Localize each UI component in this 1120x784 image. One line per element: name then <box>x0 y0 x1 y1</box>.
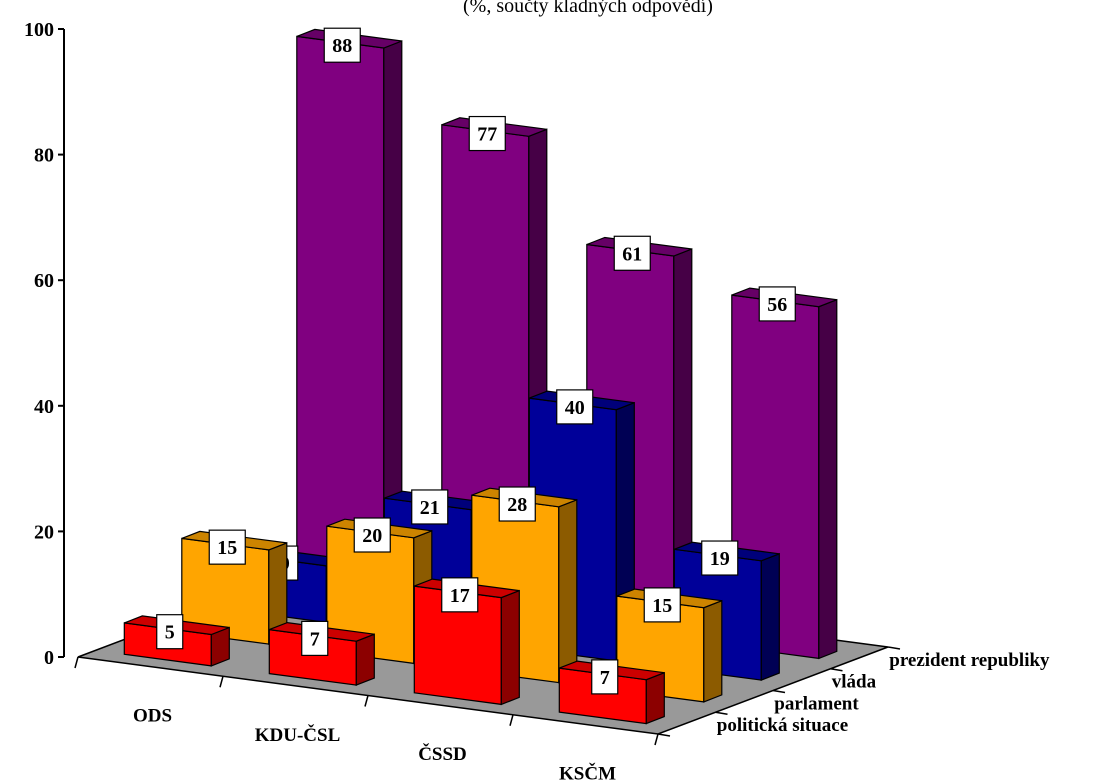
category-label: ODS <box>133 706 172 727</box>
category-label: ČSSD <box>418 743 467 765</box>
category-label: KSČM <box>559 762 616 784</box>
data-label-box <box>411 489 449 525</box>
category-label: KDU-ČSL <box>255 724 341 746</box>
data-label: 7 <box>310 628 320 650</box>
data-label: 28 <box>507 494 527 516</box>
bar-side-face <box>355 633 375 686</box>
x-tick-0 <box>74 656 79 669</box>
bar-parlament-ODS: 15 <box>181 529 288 645</box>
y-tick-label-60: 60 <box>34 270 54 292</box>
data-label-box <box>498 486 536 522</box>
data-label-box <box>591 659 619 695</box>
bar-prezident-republiky-ODS: 88 <box>296 27 403 602</box>
x-tick-3 <box>509 714 514 726</box>
data-label-box <box>701 540 739 576</box>
bar-side-face <box>818 298 838 660</box>
series-label: prezident republiky <box>889 650 1050 671</box>
bar-parlament-KSČM: 15 <box>616 587 723 703</box>
data-label-box <box>643 587 681 623</box>
data-label: 7 <box>600 667 610 689</box>
data-label: 17 <box>450 585 470 607</box>
chart-subtitle: (%, součty kladných odpovědí) <box>463 0 713 17</box>
y-tick-label-20: 20 <box>34 521 54 543</box>
data-label-box <box>468 115 506 152</box>
bar-politická-situace-ODS: 5 <box>123 614 230 667</box>
series-label: politická situace <box>717 715 848 736</box>
bars: 5661778819402191528201571775 <box>123 27 838 725</box>
x-tick-2 <box>364 695 369 707</box>
z-tick-0 <box>657 733 671 737</box>
data-label: 77 <box>477 124 497 146</box>
series-label: vláda <box>832 672 877 693</box>
y-tick-label-40: 40 <box>34 396 54 418</box>
data-label: 21 <box>420 497 440 519</box>
data-label-box <box>556 389 594 425</box>
data-label-box <box>353 517 391 553</box>
data-label-box <box>323 27 361 63</box>
data-label: 15 <box>217 537 237 559</box>
y-tick-label-0: 0 <box>44 647 54 669</box>
z-tick-4 <box>887 646 901 650</box>
bar-side-face <box>703 599 723 703</box>
data-label: 61 <box>622 243 642 265</box>
data-label-box <box>156 614 184 650</box>
bar-politická-situace-KDU-ČSL: 7 <box>268 620 375 686</box>
bar-side-face <box>760 552 780 681</box>
y-tick-label-80: 80 <box>34 145 54 167</box>
axes: 0 20 40 60 80 100 ODS KDU-ČSL ČSSD KSČM politická … <box>24 19 1050 784</box>
data-label: 88 <box>332 35 352 57</box>
y-tick-label-100: 100 <box>24 19 54 41</box>
data-label: 15 <box>652 595 672 617</box>
x-tick-4 <box>654 733 659 746</box>
bar-politická-situace-KSČM: 7 <box>558 659 665 725</box>
data-label-box <box>758 286 796 322</box>
z-tick-2 <box>772 689 786 694</box>
data-label: 5 <box>165 622 175 644</box>
z-tick-1 <box>715 711 728 715</box>
data-label: 56 <box>767 294 787 316</box>
z-tick-3 <box>830 668 843 672</box>
data-label: 40 <box>565 397 585 419</box>
data-label: 19 <box>710 548 730 570</box>
bar-front-face <box>296 35 385 602</box>
data-label-box <box>613 235 651 271</box>
x-tick-1 <box>219 676 224 688</box>
data-label-box <box>301 620 329 656</box>
data-label-box <box>441 577 479 613</box>
bar-side-face <box>500 589 520 706</box>
bar-side-face <box>645 671 665 725</box>
bar-side-face <box>558 498 578 684</box>
series-label: parlament <box>774 693 859 714</box>
data-label-box <box>208 529 246 565</box>
data-label: 20 <box>362 525 382 547</box>
bar-politická-situace-ČSSD: 17 <box>413 577 520 706</box>
